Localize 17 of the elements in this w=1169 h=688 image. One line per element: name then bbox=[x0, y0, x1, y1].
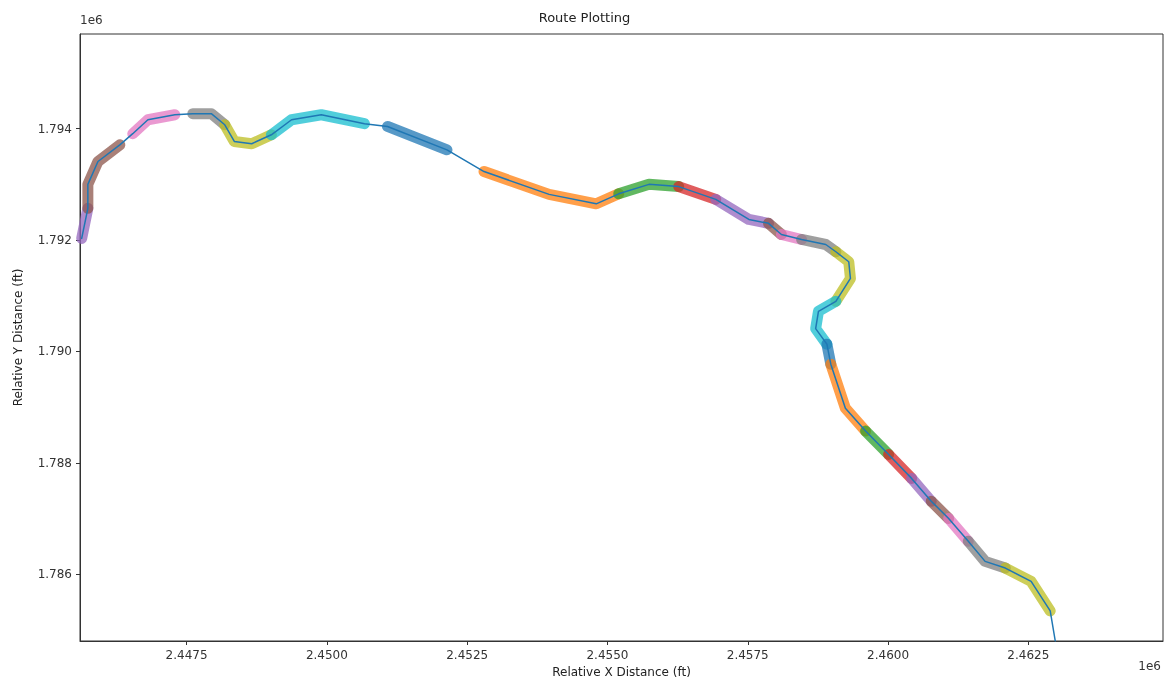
chart-title: Route Plotting bbox=[538, 10, 631, 25]
x-tick-label: 2.4575 bbox=[726, 648, 769, 662]
x-tick-label: 2.4500 bbox=[305, 648, 348, 662]
y-tick-label: 1.794 bbox=[37, 121, 72, 136]
x-tick-label: 2.4525 bbox=[446, 648, 489, 662]
y-tick-label: 1.788 bbox=[37, 455, 72, 470]
text: 1e6 bbox=[1138, 659, 1161, 673]
x-axis-title: Relative X Distance (ft) bbox=[552, 664, 691, 679]
y-tick-label: 1.786 bbox=[37, 567, 72, 582]
x-tick-label: 2.4625 bbox=[1007, 648, 1050, 662]
x-tick-label: 2.4550 bbox=[586, 648, 629, 662]
y-tick-label: 1.790 bbox=[37, 344, 72, 359]
x-tick-label: 2.4475 bbox=[165, 648, 208, 662]
x-tick-label: 2.4600 bbox=[867, 648, 910, 662]
y-tick-label: 1.792 bbox=[37, 233, 72, 248]
y-axis-title: Relative Y Distance (ft) bbox=[11, 268, 25, 407]
text: 1e6 bbox=[80, 13, 103, 27]
